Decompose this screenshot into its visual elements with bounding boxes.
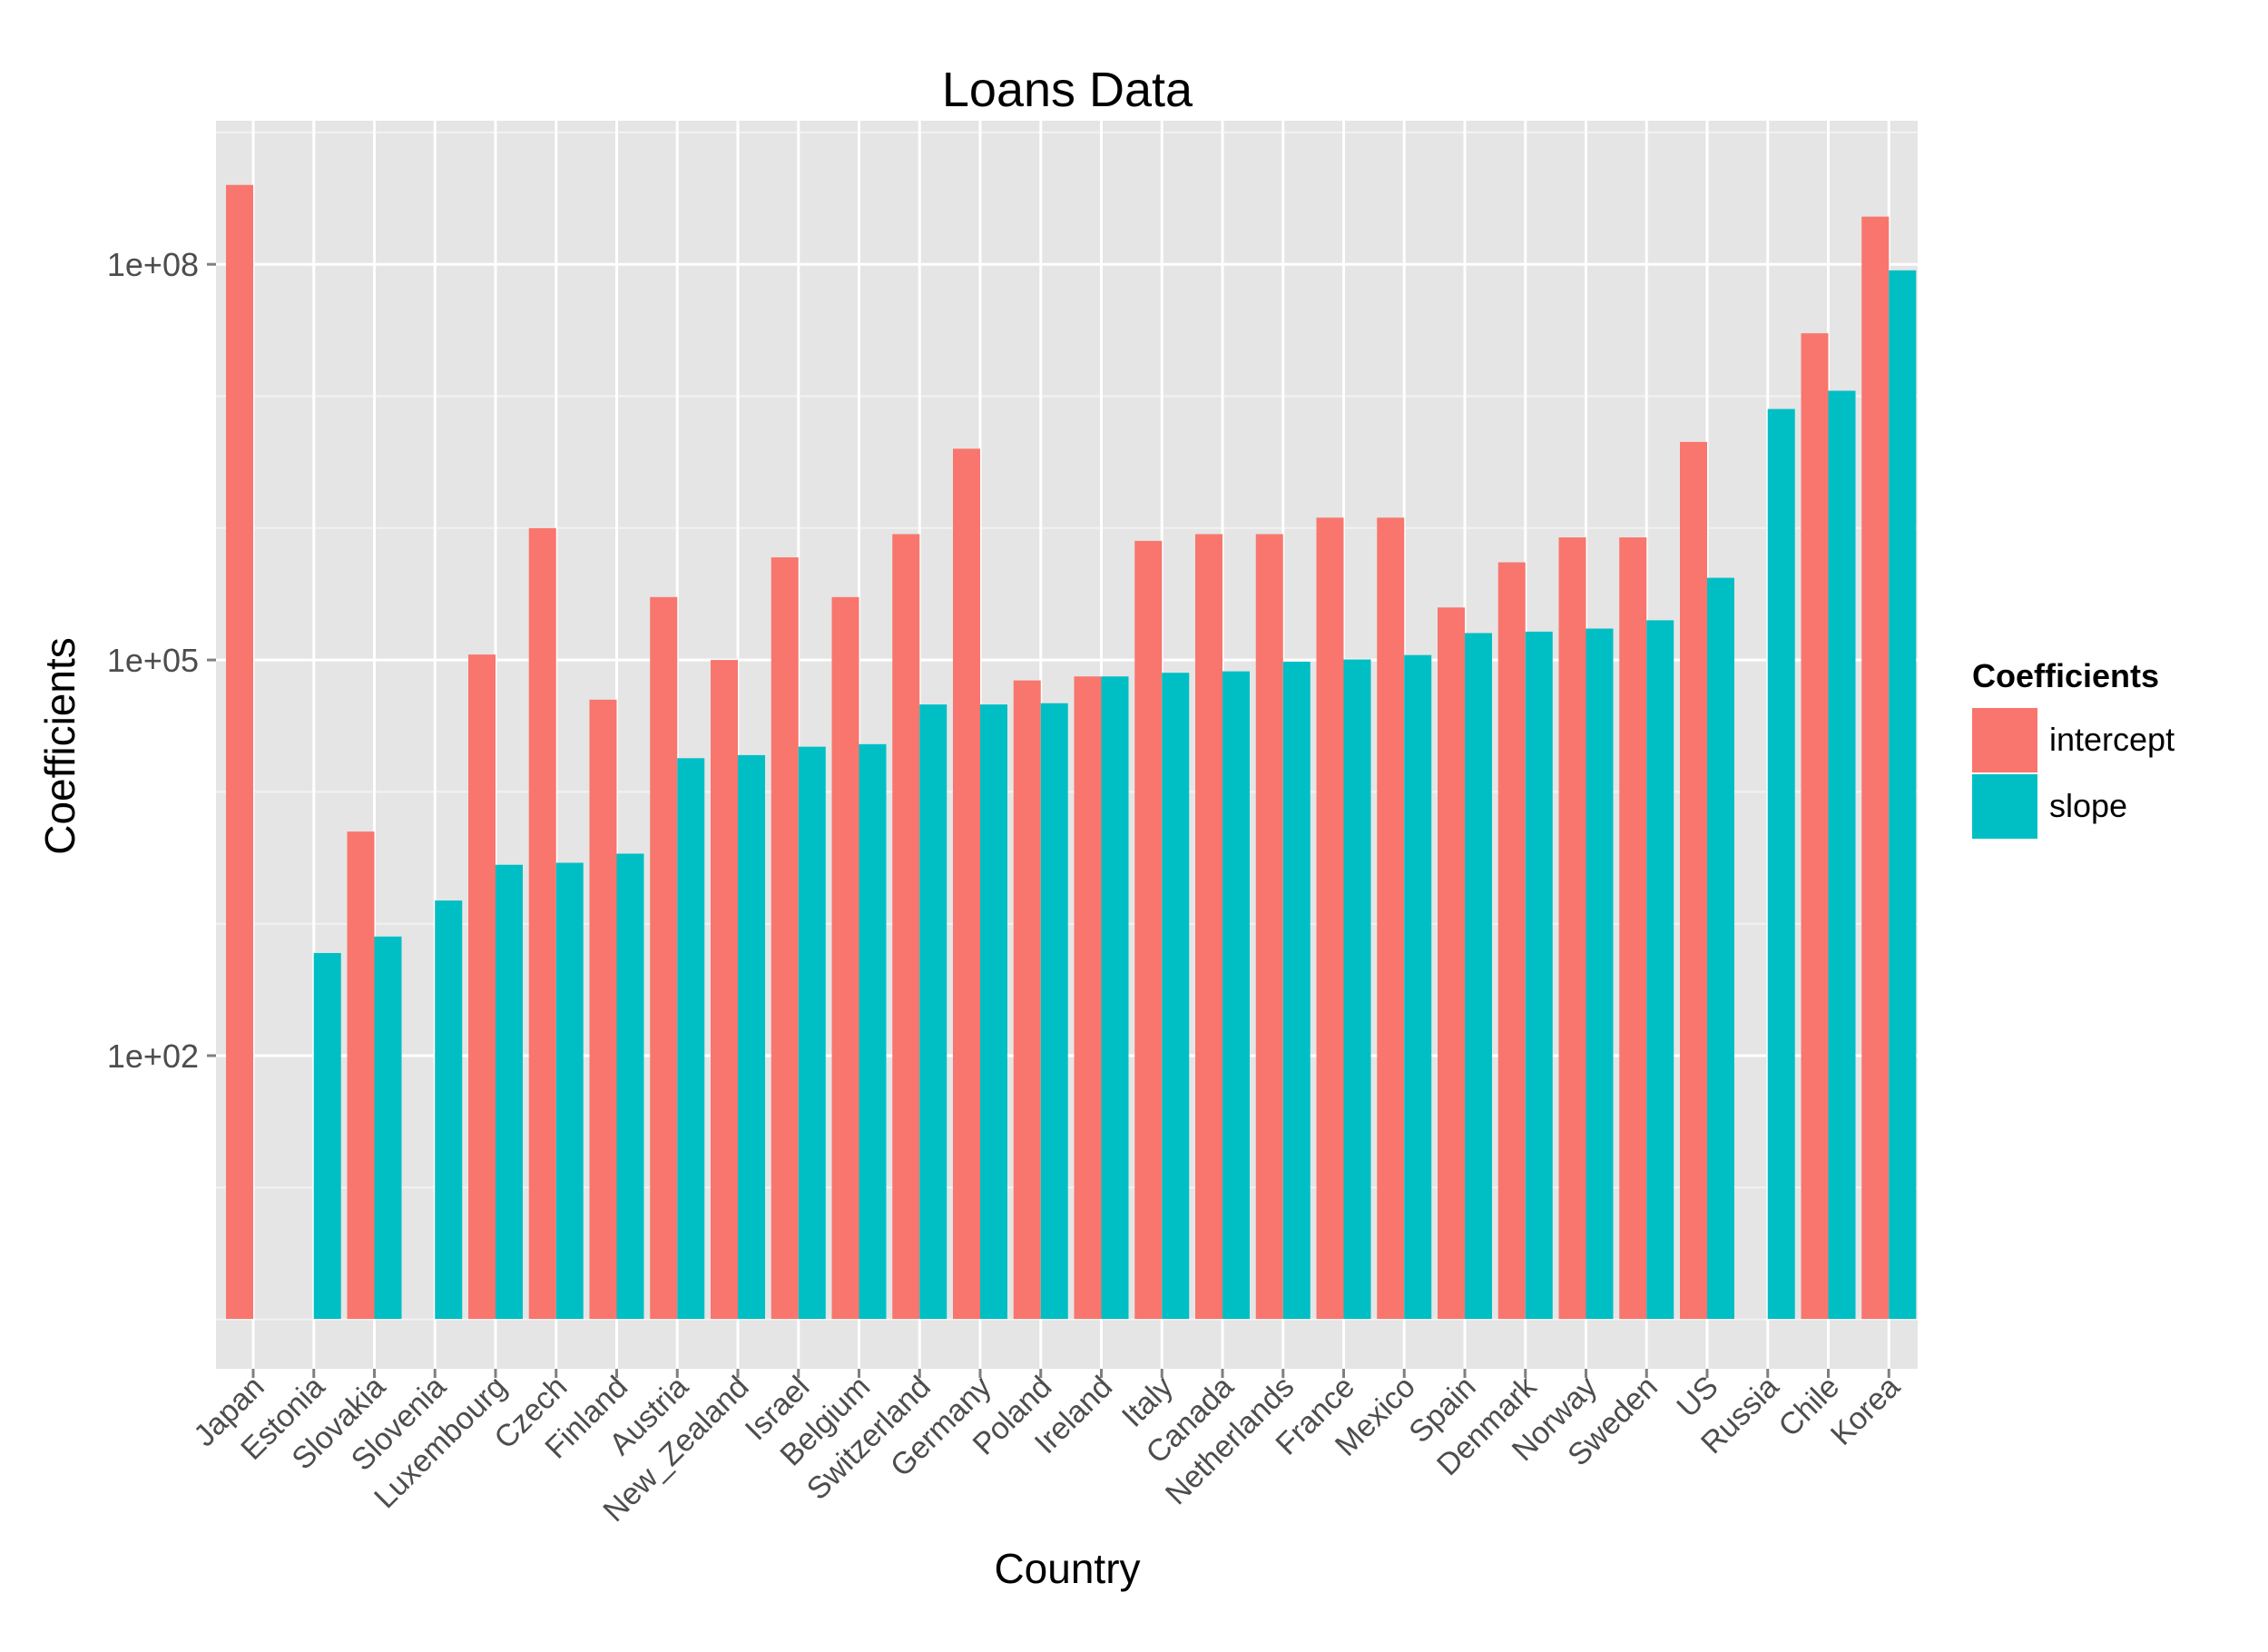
bar-slope-chile [1828, 390, 1856, 1319]
bar-slope-korea [1889, 270, 1917, 1319]
bar-slope-us [1707, 577, 1734, 1319]
bar-slope-luxembourg [496, 864, 523, 1319]
legend-label-slope: slope [2049, 787, 2127, 824]
bar-slope-sweden [1646, 620, 1674, 1319]
bar-intercept-austria [650, 596, 678, 1319]
y-tick-label: 1e+05 [107, 642, 199, 679]
bar-slope-switzerland [919, 704, 947, 1319]
bar-slope-finland [616, 853, 644, 1319]
legend-swatch-intercept [1972, 708, 2037, 772]
bar-intercept-denmark [1497, 562, 1526, 1319]
bar-intercept-spain [1438, 607, 1465, 1319]
bar-intercept-germany [953, 448, 980, 1319]
bar-intercept-luxembourg [468, 654, 496, 1319]
bar-slope-italy [1162, 673, 1190, 1319]
bar-slope-netherlands [1282, 662, 1311, 1319]
bar-intercept-finland [589, 699, 617, 1319]
bar-intercept-france [1316, 517, 1344, 1319]
bar-intercept-italy [1134, 540, 1163, 1319]
bar-slope-russia [1767, 408, 1795, 1319]
bar-intercept-belgium [831, 596, 859, 1319]
legend-label-intercept: intercept [2049, 721, 2175, 758]
bar-intercept-switzerland [892, 534, 920, 1319]
bar-slope-new_zealand [738, 754, 765, 1319]
bar-slope-poland [1040, 703, 1068, 1319]
y-axis: 1e+02 1e+05 1e+08 [107, 246, 216, 1075]
bar-intercept-japan [226, 184, 253, 1319]
bar-slope-spain [1465, 633, 1492, 1319]
bar-intercept-ireland [1074, 676, 1102, 1319]
bar-intercept-new_zealand [711, 660, 738, 1319]
bar-slope-slovakia [374, 936, 402, 1319]
legend-title: Coefficients [1972, 657, 2159, 694]
bar-slope-ireland [1101, 676, 1129, 1319]
bar-intercept-chile [1801, 333, 1829, 1319]
legend: Coefficients intercept slope [1972, 657, 2175, 839]
bar-intercept-mexico [1377, 517, 1405, 1319]
bar-slope-belgium [859, 743, 887, 1319]
bar-slope-norway [1586, 628, 1614, 1319]
chart-title: Loans Data [942, 63, 1193, 117]
bar-slope-estonia [313, 952, 341, 1319]
bar-intercept-slovakia [347, 831, 375, 1319]
bar-slope-austria [677, 758, 705, 1319]
legend-swatch-slope [1972, 774, 2037, 839]
bars [226, 184, 1917, 1320]
bar-intercept-netherlands [1255, 534, 1283, 1319]
x-axis: JapanEstoniaSlovakiaSloveniaLuxembourgCz… [187, 1369, 1907, 1529]
bar-slope-canada [1222, 671, 1250, 1319]
bar-intercept-israel [771, 557, 799, 1319]
bar-intercept-canada [1195, 534, 1222, 1319]
x-tick-label: Korea [1824, 1370, 1907, 1452]
bar-slope-denmark [1525, 631, 1553, 1319]
bar-intercept-norway [1558, 537, 1586, 1319]
y-tick-label: 1e+08 [107, 246, 199, 283]
x-axis-title: Country [994, 1545, 1140, 1592]
bar-slope-germany [980, 704, 1007, 1319]
bar-slope-mexico [1404, 654, 1432, 1319]
bar-intercept-sweden [1619, 537, 1647, 1319]
y-axis-title: Coefficients [36, 637, 83, 855]
bar-intercept-poland [1013, 680, 1041, 1319]
bar-slope-france [1343, 659, 1371, 1319]
legend-items: intercept slope [1972, 708, 2175, 839]
bar-slope-czech [555, 862, 584, 1319]
bar-slope-israel [798, 746, 826, 1319]
bar-slope-slovenia [435, 900, 463, 1319]
bar-intercept-korea [1861, 216, 1890, 1319]
bar-intercept-us [1680, 441, 1707, 1320]
y-tick-label: 1e+02 [107, 1037, 199, 1075]
bar-intercept-czech [528, 527, 556, 1319]
